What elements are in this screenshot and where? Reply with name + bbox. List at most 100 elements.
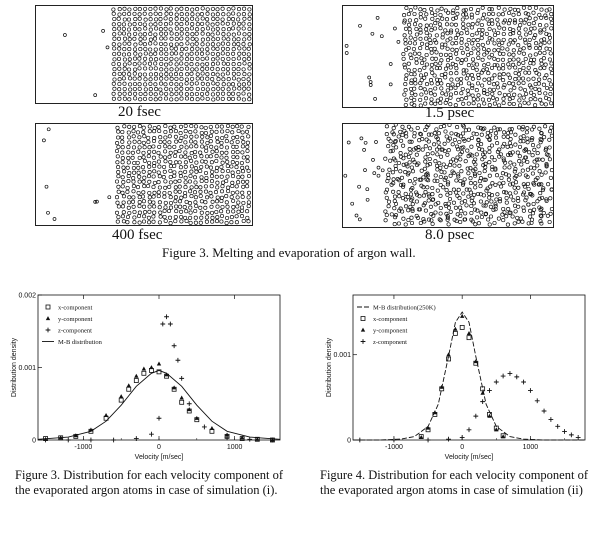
data-point xyxy=(500,373,506,379)
data-point xyxy=(118,394,124,399)
series-z-component xyxy=(357,371,581,443)
data-point xyxy=(439,384,444,389)
x-tick-label: 1000 xyxy=(523,444,539,451)
y-axis-label: Distribution density xyxy=(11,337,18,397)
snapshot-8-0psec xyxy=(342,123,554,228)
data-point xyxy=(541,408,547,414)
data-point xyxy=(179,375,185,381)
series-x-component xyxy=(43,368,275,443)
data-point xyxy=(133,436,139,441)
data-point xyxy=(149,431,154,437)
data-point xyxy=(555,423,561,429)
data-point xyxy=(224,435,230,441)
x-axis-label: Velocity [m/sec] xyxy=(445,454,494,461)
data-point xyxy=(187,407,192,412)
velocity-distribution-chart-ii: -1000 0 1000 0 0.001 Velocity [m/sec] Distribu… xyxy=(326,294,586,461)
data-point xyxy=(480,399,486,405)
data-point xyxy=(133,378,139,383)
legend-marker xyxy=(45,316,51,321)
y-tick-label: 0 xyxy=(32,438,36,445)
data-point xyxy=(224,432,230,437)
legend-label: y-component xyxy=(373,327,407,334)
data-point xyxy=(88,437,94,443)
legend-marker xyxy=(360,327,366,332)
data-point xyxy=(156,369,162,375)
data-point xyxy=(239,435,245,440)
data-point xyxy=(164,372,169,377)
y-tick-label: 0.001 xyxy=(333,352,351,359)
data-point xyxy=(452,330,458,336)
data-point xyxy=(466,335,472,341)
curve-line xyxy=(353,311,585,441)
legend-label: M-B distribution(250K) xyxy=(373,304,436,311)
data-point xyxy=(141,366,147,371)
snapshot-1-5psec xyxy=(342,5,554,108)
data-point xyxy=(446,436,451,442)
data-point xyxy=(453,326,458,331)
data-point xyxy=(493,379,499,385)
series-m-b-distribution xyxy=(37,369,281,440)
data-point xyxy=(171,343,177,349)
data-point xyxy=(575,435,581,440)
x-axis-label: Velocity [m/sec] xyxy=(135,454,184,461)
data-point xyxy=(164,314,169,320)
x-tick-label: 0 xyxy=(460,444,464,451)
y-tick-label: 0.001 xyxy=(18,365,36,372)
legend-marker xyxy=(45,304,51,310)
data-point xyxy=(473,359,479,364)
data-point xyxy=(179,395,184,400)
snapshot-400fsec xyxy=(35,123,253,226)
legend-marker xyxy=(360,339,366,344)
data-point xyxy=(466,427,472,433)
data-point xyxy=(194,415,200,420)
data-point xyxy=(186,401,192,407)
snapshot-20fsec xyxy=(35,5,253,104)
data-point xyxy=(487,388,492,393)
data-point xyxy=(500,434,506,439)
curve-line xyxy=(37,369,281,440)
data-point xyxy=(548,417,554,422)
data-point xyxy=(149,365,154,370)
data-point xyxy=(446,352,451,357)
data-point xyxy=(156,361,162,366)
x-tick-label: -1000 xyxy=(74,444,92,451)
snapshot-label-1-5psec: 1.5 psec xyxy=(425,105,475,121)
plot-frame xyxy=(352,294,586,441)
legend: x-component y-component z-component M-B dis… xyxy=(42,304,103,346)
data-point xyxy=(425,437,431,443)
data-point xyxy=(473,413,479,419)
figure-caption-right: Figure 4. Distribution for each velocity… xyxy=(320,468,588,497)
data-point xyxy=(432,410,438,415)
legend-label: x-component xyxy=(373,316,407,323)
atom-field xyxy=(63,6,252,102)
data-point xyxy=(357,437,363,443)
series-y-component xyxy=(419,313,506,440)
figure-caption-snapshots: Figure 3. Melting and evaporation of arg… xyxy=(162,245,416,260)
data-point xyxy=(126,383,131,388)
legend-label: M-B distribution xyxy=(58,339,103,346)
data-point xyxy=(171,385,177,390)
data-point xyxy=(507,371,513,376)
data-point xyxy=(459,325,465,330)
data-point xyxy=(201,424,207,430)
snapshot-label-20fsec: 20 fsec xyxy=(118,104,161,120)
data-point xyxy=(487,413,492,418)
data-point xyxy=(391,437,397,443)
data-point xyxy=(156,415,162,421)
data-point xyxy=(494,427,499,432)
data-point xyxy=(568,432,574,438)
legend: M-B distribution(250K) x-component y-compo… xyxy=(357,304,436,346)
figure-caption-left: Figure 3. Distribution for each velocity… xyxy=(15,468,283,497)
data-point xyxy=(134,373,139,378)
series-m-b-distribution-250k- xyxy=(353,311,585,441)
y-tick-label: 0 xyxy=(347,438,351,445)
data-point xyxy=(255,436,260,441)
data-point xyxy=(466,330,472,335)
data-point xyxy=(209,426,215,430)
atom-field xyxy=(344,6,553,107)
snapshot-label-8-0psec: 8.0 psec xyxy=(425,227,475,243)
data-point xyxy=(521,379,526,385)
data-point xyxy=(247,436,253,442)
atom-field xyxy=(343,124,553,227)
data-point xyxy=(179,399,185,405)
